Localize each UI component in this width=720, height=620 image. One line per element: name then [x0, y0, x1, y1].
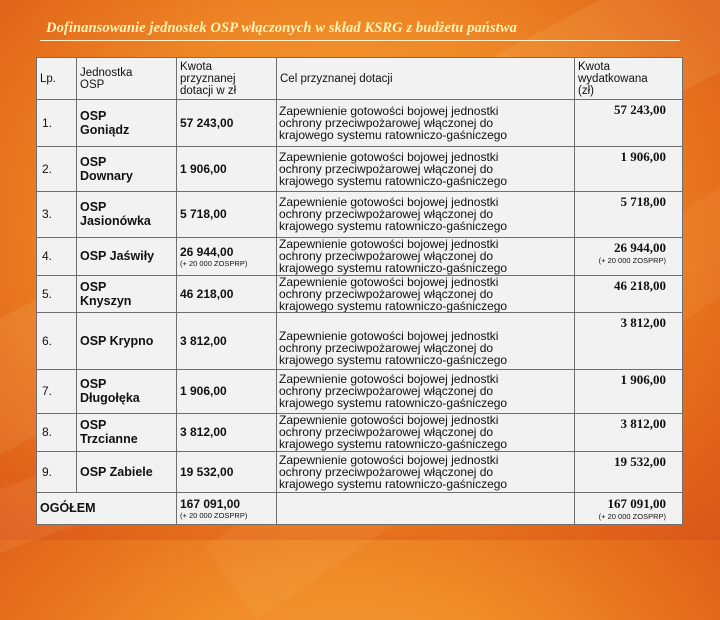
granted-amount: 57 243,00: [176, 99, 277, 147]
grant-purpose: Zapewnienie gotowości bojowej jednostki o…: [276, 312, 575, 371]
unit-name: OSP Krypno: [76, 312, 177, 371]
spent-amount: 1 906,00: [574, 369, 683, 414]
unit-name: OSP Trzcianne: [76, 412, 177, 453]
spent-amount: 26 944,00 (+ 20 000 ZOSPRP): [574, 236, 683, 277]
header-unit: Jednostka OSP: [76, 57, 177, 100]
grant-purpose: Zapewnienie gotowości bojowej jednostki o…: [276, 236, 575, 277]
spent-value: 57 243,00: [614, 102, 666, 117]
row-number: 2.: [36, 145, 77, 193]
row-number: 4.: [36, 236, 77, 277]
spent-value: 5 718,00: [620, 194, 667, 210]
row-number: 9.: [36, 451, 77, 493]
table-row: 3. OSP Jasionówka 5 718,00 Zapewnienie go…: [36, 191, 683, 238]
row-number: 6.: [36, 312, 77, 371]
table-row: 2. OSP Downary 1 906,00 Zapewnienie gotow…: [36, 145, 683, 193]
table-row: 9. OSP Zabiele 19 532,00 Zapewnienie got…: [36, 451, 683, 493]
grant-purpose: Zapewnienie gotowości bojowej jednostki o…: [276, 191, 575, 238]
total-row: OGÓŁEM 167 091,00 (+ 20 000 ZOSPRP) 167 091…: [36, 491, 683, 526]
header-row: Lp. Jednostka OSP Kwota przyznanej dotacji …: [36, 57, 683, 100]
spent-amount: 57 243,00: [574, 99, 683, 147]
granted-value: 1 906,00: [180, 161, 227, 176]
granted-value: 1 906,00: [180, 384, 227, 399]
spent-note: (+ 20 000 ZOSPRP): [598, 255, 666, 265]
table-row: 5. OSP Knyszyn 46 218,00 Zapewnienie goto…: [36, 275, 683, 314]
unit-name: OSP Jaświły: [76, 236, 177, 277]
unit-name: OSP Jasionówka: [76, 191, 177, 238]
grant-purpose: Zapewnienie gotowości bojowej jednostki o…: [276, 369, 575, 414]
table-row: 1. OSP Goniądz 57 243,00 Zapewnienie goto…: [36, 99, 683, 147]
spent-value: 46 218,00: [614, 278, 666, 294]
granted-amount: 46 218,00: [176, 275, 277, 314]
spent-value: 1 906,00: [620, 148, 667, 164]
table-row: 8. OSP Trzcianne 3 812,00 Zapewnienie got…: [36, 412, 683, 453]
spent-amount: 5 718,00: [574, 191, 683, 238]
granted-note: (+ 20 000 ZOSPRP): [180, 258, 248, 268]
title-underline: [40, 40, 680, 41]
granted-value: 5 718,00: [180, 207, 227, 222]
spent-amount: 46 218,00: [574, 275, 683, 314]
unit-name: OSP Zabiele: [76, 451, 177, 493]
unit-name: OSP Knyszyn: [76, 275, 177, 314]
granted-value: 57 243,00: [180, 115, 234, 130]
spent-value: 26 944,00: [614, 239, 666, 255]
granted-amount: 3 812,00: [176, 312, 277, 371]
granted-value: 46 218,00: [180, 287, 234, 302]
total-granted-note: (+ 20 000 ZOSPRP): [180, 510, 248, 520]
row-number: 5.: [36, 275, 77, 314]
header-purpose: Cel przyznanej dotacji: [276, 57, 575, 100]
row-number: 3.: [36, 191, 77, 238]
grant-purpose: Zapewnienie gotowości bojowej jednostki o…: [276, 145, 575, 193]
total-spent-note: (+ 20 000 ZOSPRP): [598, 512, 666, 522]
unit-name: OSP Downary: [76, 145, 177, 193]
spent-value: 3 812,00: [620, 415, 667, 431]
spent-value: 1 906,00: [620, 372, 667, 388]
unit-name: OSP Goniądz: [76, 99, 177, 147]
total-granted-value: 167 091,00: [180, 496, 241, 511]
total-spent: 167 091,00 (+ 20 000 ZOSPRP): [574, 491, 683, 526]
total-granted: 167 091,00 (+ 20 000 ZOSPRP): [176, 491, 277, 526]
header-lp: Lp.: [36, 57, 77, 100]
header-spent: Kwota wydatkowana (zł): [574, 57, 683, 100]
table-row: 4. OSP Jaświły 26 944,00 (+ 20 000 ZOSPRP…: [36, 236, 683, 277]
granted-amount: 1 906,00: [176, 145, 277, 193]
grant-purpose: Zapewnienie gotowości bojowej jednostki o…: [276, 412, 575, 453]
total-spent-value: 167 091,00: [607, 496, 667, 512]
total-purpose-blank: [276, 491, 575, 526]
row-number: 7.: [36, 369, 77, 414]
spent-value: 3 812,00: [620, 315, 667, 331]
granted-value: 3 812,00: [180, 425, 227, 440]
row-number: 8.: [36, 412, 77, 453]
header-granted: Kwota przyznanej dotacji w zł: [176, 57, 277, 100]
unit-name: OSP Długołęka: [76, 369, 177, 414]
granted-amount: 19 532,00: [176, 451, 277, 493]
spent-value: 19 532,00: [614, 454, 666, 470]
granted-value: 19 532,00: [180, 464, 234, 479]
slide-title: Dofinansowanie jednostek OSP włączonych …: [46, 20, 517, 36]
granted-value: 3 812,00: [180, 334, 227, 349]
total-label: OGÓŁEM: [36, 491, 177, 526]
funding-table: Lp. Jednostka OSP Kwota przyznanej dotacji …: [36, 57, 683, 526]
grant-purpose: Zapewnienie gotowości bojowej jednostki o…: [276, 99, 575, 147]
granted-amount: 26 944,00 (+ 20 000 ZOSPRP): [176, 236, 277, 277]
granted-amount: 1 906,00: [176, 369, 277, 414]
table-row: 6. OSP Krypno 3 812,00 Zapewnienie gotow…: [36, 312, 683, 371]
spent-amount: 1 906,00: [574, 145, 683, 193]
grant-purpose: Zapewnienie gotowości bojowej jednostki o…: [276, 451, 575, 493]
granted-amount: 3 812,00: [176, 412, 277, 453]
granted-amount: 5 718,00: [176, 191, 277, 238]
spent-amount: 3 812,00: [574, 412, 683, 453]
row-number: 1.: [36, 99, 77, 147]
spent-amount: 3 812,00: [574, 312, 683, 371]
grant-purpose: Zapewnienie gotowości bojowej jednostki o…: [276, 275, 575, 314]
table-row: 7. OSP Długołęka 1 906,00 Zapewnienie got…: [36, 369, 683, 414]
granted-value: 26 944,00: [180, 244, 234, 259]
spent-amount: 19 532,00: [574, 451, 683, 493]
